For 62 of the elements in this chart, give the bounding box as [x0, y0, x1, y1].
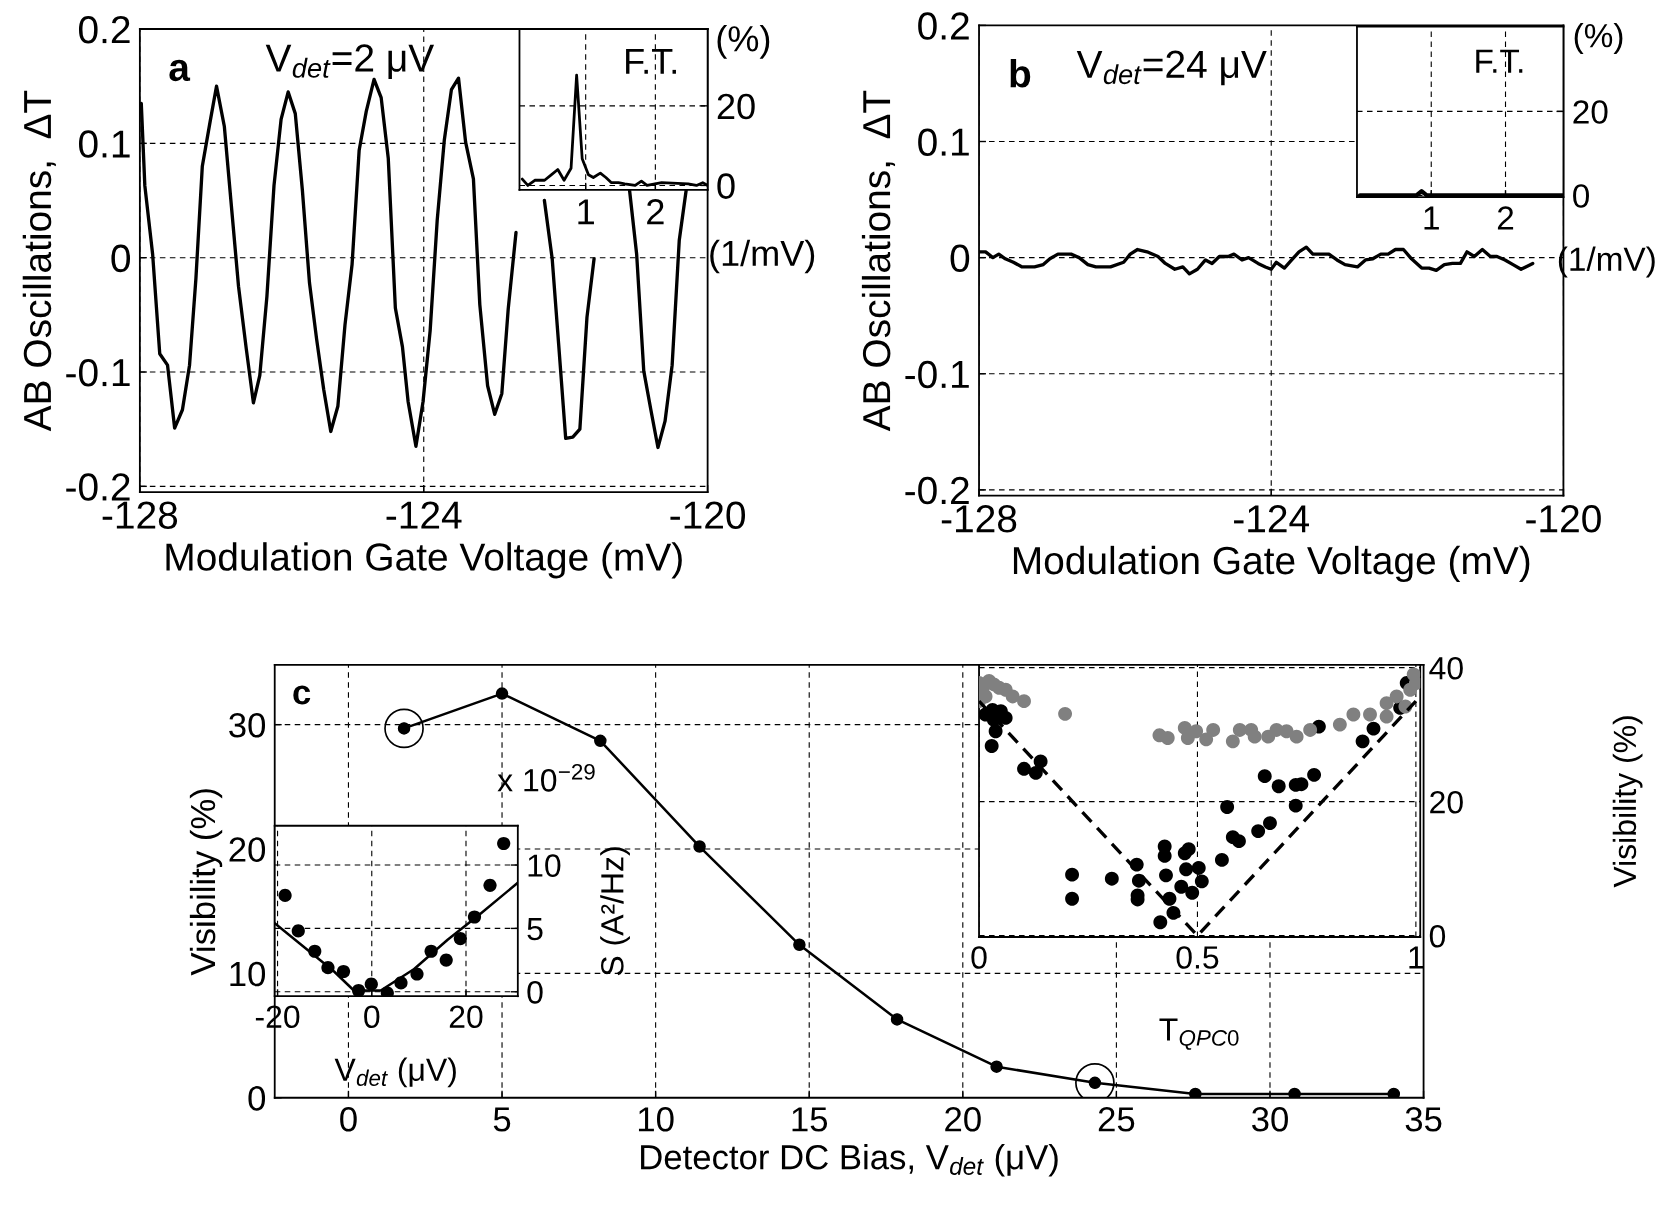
y-tick-label: 0 — [527, 981, 543, 1004]
y-axis-title: (%) — [1574, 22, 1623, 55]
x-tick-label: 15 — [792, 1107, 828, 1132]
y-tick-label: 20 — [1430, 790, 1463, 814]
y-tick-label: 20 — [229, 837, 266, 862]
x-tick-label: -120 — [1526, 505, 1601, 533]
annotation: b — [1010, 59, 1031, 88]
x-tick-label: -124 — [386, 501, 462, 529]
y-axis-title: AB Oscillations, ΔT — [861, 90, 896, 432]
x-axis-title: Modulation Gate Voltage (mV) — [1013, 545, 1530, 583]
y-axis-title: Visibility (%) — [189, 789, 223, 976]
x-tick-label: 30 — [1252, 1107, 1288, 1132]
x-tick-label: -124 — [1234, 505, 1310, 533]
y-tick-label: 10 — [528, 854, 561, 877]
y-axis-title: Visibility (%) — [1612, 716, 1643, 888]
x-tick-label: 1 — [1424, 206, 1439, 230]
y-tick-label: 0.2 — [78, 15, 130, 44]
y-tick-label: 0 — [248, 1086, 266, 1111]
x-axis-title: V$_{det}$ (μV) — [334, 1057, 456, 1088]
x-tick-label: 10 — [638, 1107, 674, 1132]
y-axis-title: AB Oscillations, ΔT — [22, 90, 56, 432]
annotation: V$_{det}$=24 μV — [1076, 50, 1267, 86]
x-tick-label: 35 — [1405, 1107, 1442, 1132]
y-tick-label: 30 — [229, 712, 266, 738]
x-tick-label: 0 — [971, 946, 987, 969]
x-tick-label: -120 — [670, 501, 746, 529]
annotation: F.T. — [626, 48, 676, 74]
y-tick-label: 0.1 — [918, 128, 969, 156]
x-axis-title: (1/mV) — [710, 239, 815, 274]
y-tick-label: 0.1 — [78, 130, 130, 158]
x-tick-label: 20 — [449, 1005, 483, 1029]
x-tick-label: 0 — [340, 1107, 357, 1132]
y-tick-label: 0 — [1429, 924, 1446, 948]
x-tick-label: 1 — [1409, 946, 1424, 969]
y-tick-label: 0.2 — [918, 12, 969, 40]
x-tick-label: 2 — [647, 199, 664, 225]
x-axis-title: Detector DC Bias, V$_{det}$ (μV) — [641, 1144, 1058, 1177]
x-axis-title: Modulation Gate Voltage (mV) — [166, 542, 682, 579]
y-tick-label: -0.2 — [905, 476, 969, 505]
x-tick-label: -128 — [102, 501, 178, 529]
y-tick-label: 40 — [1429, 656, 1463, 680]
y-tick-label: -0.1 — [66, 358, 130, 387]
y-tick-label: -0.1 — [905, 360, 969, 389]
y-tick-label: 5 — [527, 918, 543, 941]
annotation: c — [293, 685, 311, 705]
x-tick-label: 0.5 — [1176, 946, 1219, 969]
x-tick-label: 5 — [493, 1107, 511, 1132]
y-tick-label: -0.2 — [66, 473, 130, 501]
annotation: a — [169, 59, 191, 82]
y-tick-label: 0 — [111, 244, 131, 273]
annotation: x 10$^{−29}$ — [497, 763, 595, 792]
x-tick-label: 25 — [1098, 1107, 1135, 1132]
x-tick-label: 2 — [1497, 206, 1514, 230]
x-tick-label: 0 — [364, 1005, 380, 1029]
annotation: V$_{det}$=2 μV — [265, 44, 435, 79]
x-tick-label: 1 — [578, 199, 594, 225]
y-axis-title: S (A²/Hz) — [600, 847, 630, 976]
x-tick-label: -128 — [941, 505, 1017, 533]
y-tick-label: 0 — [950, 244, 970, 273]
annotation: F.T. — [1476, 49, 1523, 73]
y-axis-title: (%) — [717, 25, 770, 59]
x-axis-title: T$_{QPC0}$ — [1159, 1018, 1239, 1050]
